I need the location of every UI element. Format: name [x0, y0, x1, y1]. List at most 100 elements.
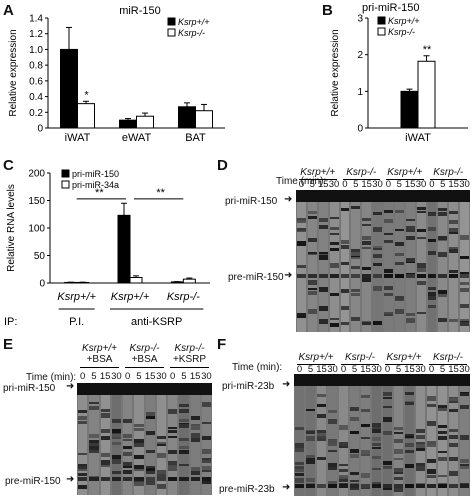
gel-band: [339, 424, 348, 430]
gel-band: [460, 304, 469, 309]
chart-b-legend-label: Ksrp+/+: [388, 16, 420, 26]
gel-lane: [362, 202, 372, 332]
gel-time-label: 30: [156, 371, 167, 382]
gel-band: [351, 293, 361, 297]
gel-band: [145, 468, 155, 472]
gel-band: [317, 429, 326, 435]
gel-band: [340, 208, 350, 211]
gel-e-band-label-pri: pri-miR-150: [3, 383, 56, 394]
gel-band: [111, 471, 121, 475]
gel-band: [156, 470, 166, 475]
gel-band: [318, 255, 328, 260]
gel-lane: [100, 395, 110, 495]
gel-band: [383, 485, 392, 491]
gel-pre-band: [123, 477, 133, 481]
gel-group-underline: [429, 364, 467, 365]
gel-band: [449, 471, 458, 477]
gel-d-image: [296, 190, 470, 332]
gel-band: [328, 440, 337, 445]
gel-band: [329, 318, 339, 321]
gel-band: [372, 436, 381, 442]
gel-band: [134, 439, 144, 444]
chart-c-ytick-label: 50: [34, 251, 46, 262]
gel-band: [361, 450, 370, 455]
gel-band: [306, 457, 315, 462]
gel-band: [306, 430, 315, 434]
gel-pre-band: [394, 484, 403, 488]
gel-band: [350, 453, 359, 458]
chart-c-ylabel: Relative RNA levels: [6, 184, 17, 272]
gel-band: [384, 313, 393, 317]
gel-band: [394, 210, 404, 214]
gel-band: [297, 220, 306, 224]
gel-band: [145, 465, 155, 470]
gel-band: [438, 430, 447, 434]
chart-b: 0 1 2 3 Relative expression iWAT pri-miR-150 Ks…: [330, 2, 468, 144]
gel-band: [123, 461, 133, 467]
gel-f-band-label-pri: pri-miR-23b: [222, 381, 275, 392]
gel-band: [100, 460, 110, 465]
gel-band: [168, 429, 178, 433]
panel-letter-c: C: [3, 157, 14, 174]
gel-time-label: 0: [124, 371, 131, 382]
gel-band: [339, 442, 348, 447]
gel-band: [168, 409, 178, 415]
gel-band: [438, 456, 447, 462]
gel-band: [339, 463, 348, 467]
gel-band: [362, 218, 372, 221]
gel-time-label: 0: [342, 179, 348, 190]
gel-band: [340, 321, 350, 325]
gel-band: [394, 477, 403, 481]
gel-band: [134, 427, 144, 432]
gel-band: [306, 478, 315, 483]
gel-band: [340, 289, 350, 294]
gel-pre-band: [328, 484, 337, 488]
gel-band: [394, 467, 403, 472]
gel-band: [318, 287, 328, 292]
gel-band: [460, 234, 469, 240]
gel-band: [384, 239, 393, 244]
gel-lane: [201, 395, 211, 495]
gel-band: [190, 416, 200, 420]
gel-genotype-label: Ksrp-/-: [346, 167, 377, 178]
gel-band: [449, 409, 458, 412]
chart-b-ytick-label: 1: [357, 87, 363, 98]
gel-band: [328, 410, 337, 413]
gel-time-label: 5: [91, 371, 97, 382]
gel-band: [438, 235, 448, 241]
gel-time-label: 5: [309, 179, 315, 190]
gel-pre-band: [201, 477, 211, 481]
gel-pre-band: [156, 477, 166, 481]
gel-band: [190, 432, 200, 438]
gel-band: [394, 439, 403, 444]
gel-band: [351, 288, 361, 293]
gel-lane: [394, 202, 404, 332]
gel-pre-band: [383, 484, 392, 488]
chart-a-ytick-label: 0.8: [29, 61, 43, 72]
panel-letter-a: A: [3, 2, 14, 19]
gel-band: [339, 445, 348, 449]
gel-time-label: 0: [79, 371, 86, 382]
gel-group-underline: [297, 364, 335, 365]
gel-band: [405, 313, 415, 316]
gel-pre-band: [427, 484, 436, 488]
gel-band: [362, 267, 372, 270]
gel-band: [427, 458, 436, 463]
gel-time-label: 15: [99, 371, 111, 382]
gel-pre-band: [384, 274, 393, 278]
gel-band: [179, 418, 189, 423]
chart-b-legend-label: Ksrp-/-: [388, 27, 415, 37]
gel-band: [78, 464, 88, 468]
panel-letter-d: D: [217, 157, 228, 174]
gel-band: [361, 436, 370, 440]
gel-band: [317, 436, 326, 439]
gel-band: [416, 236, 426, 239]
chart-c: 0 50 100 150 200 Relative RNA levels pri-miR-1…: [4, 169, 210, 328]
gel-band: [78, 466, 88, 469]
gel-band: [438, 294, 448, 297]
gel-lane: [405, 202, 415, 332]
gel-d-band-label-pre: pre-miR-150: [228, 272, 284, 283]
gel-band: [394, 431, 403, 435]
gel-band: [416, 444, 425, 449]
gel-lane: [123, 395, 133, 495]
